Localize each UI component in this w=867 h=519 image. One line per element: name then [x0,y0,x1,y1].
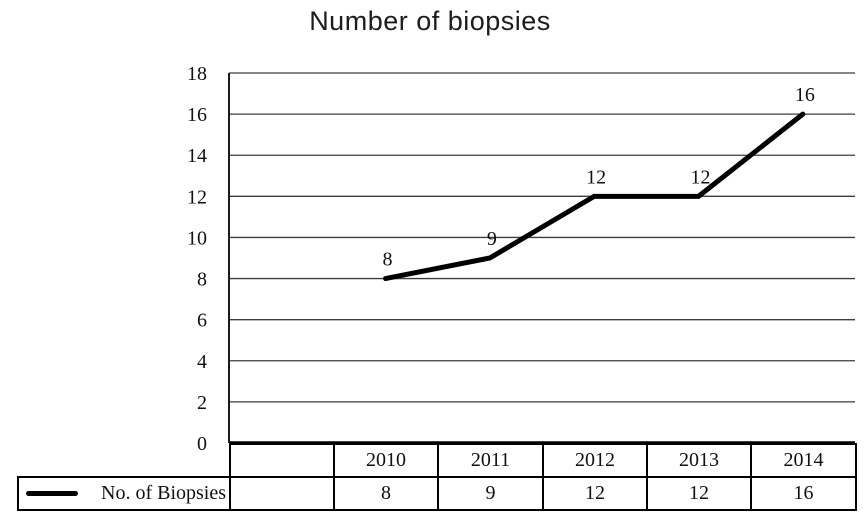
value-cell: 12 [646,476,752,511]
y-tick-label: 4 [197,351,207,373]
chart-data-table: 2010 2011 2012 2013 2014 No. of Biopsies… [17,443,857,511]
y-tick-label: 12 [187,186,207,208]
legend-label: No. of Biopsies [101,482,226,504]
value-blank-cell [229,476,335,511]
data-table-value-row: No. of Biopsies 8 9 12 12 16 [17,476,857,511]
y-tick-label: 6 [197,310,207,332]
value-cell: 12 [542,476,648,511]
value-cell: 8 [333,476,439,511]
data-label: 8 [383,249,393,271]
series-line [383,111,806,282]
year-cell: 2010 [333,443,439,478]
data-label: 16 [795,84,815,106]
y-tick-label: 14 [187,145,207,167]
value-cell: 9 [437,476,544,511]
y-tick-label: 16 [187,104,207,126]
legend-cell: No. of Biopsies [17,476,231,511]
table-spacer-cell [18,444,230,477]
value-cell: 16 [750,476,857,511]
year-cell: 2014 [750,443,857,478]
data-label: 12 [691,166,711,188]
series-line-marker-icon [26,491,78,496]
chart-title: Number of biopsies [309,6,551,36]
year-cell: 2012 [542,443,648,478]
y-tick-label: 10 [187,227,207,249]
data-table-year-row: 2010 2011 2012 2013 2014 [18,443,857,478]
data-label: 12 [586,166,606,188]
year-cell: 2011 [437,443,544,478]
y-tick-label: 18 [187,63,207,85]
y-tick-label: 8 [197,269,207,291]
year-blank-cell [229,443,335,478]
y-tick-label: 2 [197,392,207,414]
y-tick-label: 0 [197,433,207,455]
data-label: 9 [487,228,497,250]
year-cell: 2013 [646,443,752,478]
